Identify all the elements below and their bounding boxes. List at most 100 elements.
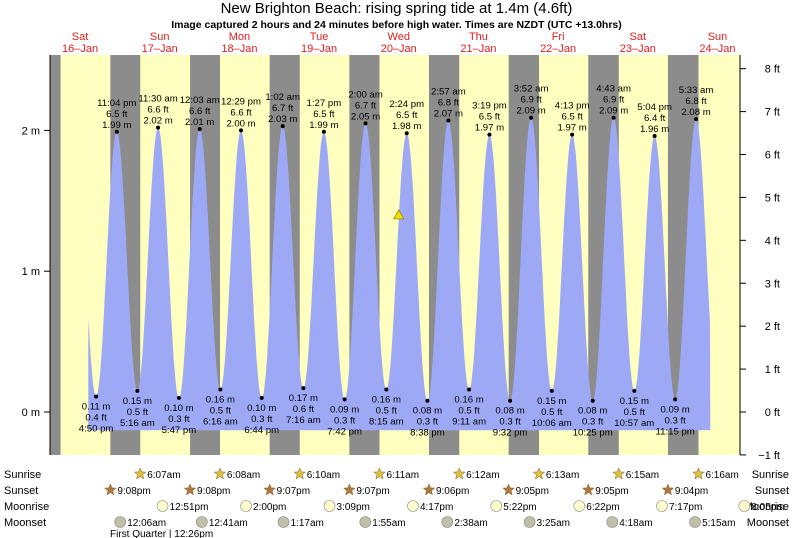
low-tide-point xyxy=(384,387,389,392)
high-m-label: 2.01 m xyxy=(185,117,214,128)
high-tide-point xyxy=(446,118,451,123)
current-tide-marker xyxy=(393,209,405,220)
high-m-label: 2.02 m xyxy=(143,116,172,127)
sunrise-time: 6:16am xyxy=(705,470,738,481)
moonrise-time: 2:00pm xyxy=(253,502,286,513)
moonrise-time: 6:22pm xyxy=(586,502,619,513)
sunset-icon xyxy=(422,483,436,496)
moonset-time: 1:55am xyxy=(372,518,405,529)
low-time-label: 6:16 am xyxy=(203,416,238,427)
low-ft-label: 0.5 ft xyxy=(210,405,232,416)
high-ft-label: 6.5 ft xyxy=(106,109,128,120)
high-time-label: 5:04 pm xyxy=(637,102,672,113)
chart-title: New Brighton Beach: rising spring tide a… xyxy=(220,0,573,17)
moonrise-time: 5:22pm xyxy=(503,502,536,513)
high-time-label: 11:04 pm xyxy=(97,98,136,109)
low-m-label: 0.08 m xyxy=(495,406,524,417)
sunrise-time: 6:13am xyxy=(546,470,579,481)
high-tide-point xyxy=(404,131,409,136)
moonset-icon xyxy=(441,516,454,528)
low-ft-label: 0.4 ft xyxy=(85,413,107,424)
sunset-time: 9:05pm xyxy=(516,486,549,497)
high-tide-point xyxy=(321,129,326,134)
high-m-label: 1.99 m xyxy=(309,120,338,131)
right-tick-label: 2 ft xyxy=(765,321,780,333)
high-tide-point xyxy=(239,128,244,133)
low-m-label: 0.15 m xyxy=(537,396,566,407)
low-time-label: 10:06 am xyxy=(532,418,572,429)
low-m-label: 0.10 m xyxy=(247,403,276,414)
low-m-label: 0.15 m xyxy=(620,396,649,407)
sunset-icon xyxy=(183,483,197,496)
low-m-label: 0.17 m xyxy=(289,393,318,404)
low-tide-point xyxy=(218,387,223,392)
low-m-label: 0.08 m xyxy=(413,406,442,417)
moonset-icon xyxy=(277,516,290,528)
right-tick-label: 0 ft xyxy=(765,407,780,419)
high-ft-label: 6.5 ft xyxy=(396,110,418,121)
high-ft-label: 6.5 ft xyxy=(479,112,501,123)
high-ft-label: 6.9 ft xyxy=(603,95,625,106)
sunset-icon xyxy=(263,483,277,496)
sunset-time: 9:07pm xyxy=(277,486,310,497)
low-ft-label: 0.5 ft xyxy=(376,405,398,416)
day-date: 23–Jan xyxy=(620,43,656,55)
high-m-label: 1.99 m xyxy=(102,120,131,131)
moonset-time: 12:41am xyxy=(209,518,248,529)
day-date: 18–Jan xyxy=(221,43,257,55)
high-m-label: 2.09 m xyxy=(599,106,628,117)
low-ft-label: 0.5 ft xyxy=(458,405,480,416)
high-tide-point xyxy=(114,129,119,134)
high-tide-point xyxy=(487,132,492,137)
high-ft-label: 6.9 ft xyxy=(520,95,542,106)
row-label-left: Sunset xyxy=(4,485,38,497)
high-ft-label: 6.6 ft xyxy=(147,105,169,116)
day-name: Sun xyxy=(150,31,170,43)
sunrise-time: 6:10am xyxy=(307,470,340,481)
day-date: 22–Jan xyxy=(540,43,576,55)
row-label-left: Moonset xyxy=(4,517,46,529)
row-label-left: Sunrise xyxy=(4,469,41,481)
sunrise-time: 6:12am xyxy=(466,470,499,481)
sunset-icon xyxy=(661,483,675,496)
high-m-label: 2.05 m xyxy=(351,111,380,122)
high-tide-point xyxy=(363,121,368,126)
row-label-right: Moonrise xyxy=(744,501,789,513)
low-tide-point xyxy=(135,388,140,393)
sunset-icon xyxy=(343,483,356,496)
day-name: Wed xyxy=(388,31,410,43)
high-time-label: 1:27 pm xyxy=(307,98,342,109)
low-tide-point xyxy=(425,398,430,403)
low-tide-point xyxy=(342,397,347,402)
left-tick-label: 2 m xyxy=(22,125,40,137)
low-time-label: 8:38 pm xyxy=(410,428,445,439)
sunset-time: 9:05pm xyxy=(595,486,628,497)
day-name: Fri xyxy=(552,31,565,43)
low-time-label: 10:57 am xyxy=(614,418,654,429)
moonset-icon xyxy=(523,516,536,528)
right-tick-label: 4 ft xyxy=(765,235,780,247)
sunrise-icon xyxy=(692,467,705,480)
low-time-label: 9:32 pm xyxy=(493,428,528,439)
high-time-label: 5:33 am xyxy=(679,85,714,96)
day-date: 20–Jan xyxy=(381,43,417,55)
day-date: 24–Jan xyxy=(699,43,735,55)
day-date: 19–Jan xyxy=(301,43,337,55)
moonset-time: 3:25am xyxy=(537,518,570,529)
high-tide-point xyxy=(611,115,616,120)
moonrise-time: 7:17pm xyxy=(669,502,702,513)
high-ft-label: 6.7 ft xyxy=(355,100,377,111)
high-m-label: 2.00 m xyxy=(226,118,255,129)
low-tide-point xyxy=(467,387,472,392)
low-tide-point xyxy=(259,395,264,400)
sunset-time: 9:04pm xyxy=(675,486,708,497)
right-tick-label: 7 ft xyxy=(765,107,780,119)
moonset-time: 4:18am xyxy=(619,518,652,529)
low-m-label: 0.08 m xyxy=(578,406,607,417)
sunset-time: 9:07pm xyxy=(356,486,389,497)
tide-curve xyxy=(88,117,711,431)
high-m-label: 1.96 m xyxy=(640,124,669,135)
low-time-label: 10:25 pm xyxy=(573,428,613,439)
high-tide-point xyxy=(156,125,161,130)
moonrise-icon xyxy=(573,500,586,512)
